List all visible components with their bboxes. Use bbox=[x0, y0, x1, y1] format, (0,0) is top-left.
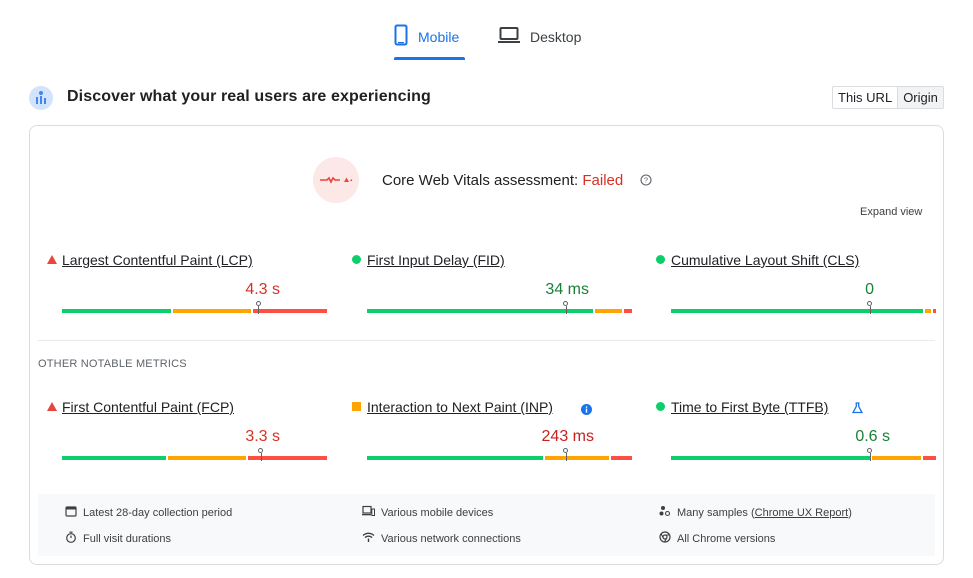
poor-segment bbox=[624, 309, 632, 313]
metric-fcp-value: 3.3 s bbox=[245, 428, 280, 445]
metric-fcp-distribution-bar bbox=[62, 448, 327, 461]
good-segment bbox=[671, 456, 871, 460]
needs-improvement-indicator-icon bbox=[352, 402, 361, 411]
metric-ttfb-link[interactable]: Time to First Byte (TTFB) bbox=[671, 399, 829, 415]
metric-ttfb-value: 0.6 s bbox=[855, 428, 890, 445]
metric-inp-distribution-bar bbox=[367, 448, 632, 461]
footer-versions: All Chrome versions bbox=[659, 531, 775, 546]
footer-samples-prefix: Many samples ( bbox=[677, 506, 755, 519]
footer-durations-text: Full visit durations bbox=[83, 532, 172, 545]
toggle-origin[interactable]: Origin bbox=[897, 87, 943, 108]
footer-period: Latest 28-day collection period bbox=[65, 505, 232, 520]
samples-icon bbox=[659, 505, 671, 520]
good-segment bbox=[367, 309, 593, 313]
poor-segment bbox=[933, 309, 936, 313]
metric-cls-distribution-bar bbox=[671, 301, 936, 314]
collection-info-footer bbox=[38, 494, 935, 556]
metric-fid-distribution-bar bbox=[367, 301, 632, 314]
metric-inp-link[interactable]: Interaction to Next Paint (INP) bbox=[367, 399, 553, 415]
assessment-text: Core Web Vitals assessment: Failed bbox=[382, 172, 623, 189]
laptop-icon bbox=[498, 27, 520, 44]
poor-indicator-icon bbox=[47, 402, 57, 411]
toggle-this-url[interactable]: This URL bbox=[838, 90, 893, 105]
stopwatch-icon bbox=[65, 531, 77, 546]
p75-marker bbox=[258, 306, 260, 314]
footer-period-text: Latest 28-day collection period bbox=[83, 506, 233, 519]
other-metrics-title: OTHER NOTABLE METRICS bbox=[38, 358, 187, 370]
good-segment bbox=[62, 456, 166, 460]
metric-cls-link[interactable]: Cumulative Layout Shift (CLS) bbox=[671, 252, 860, 268]
footer-samples-suffix: ) bbox=[848, 506, 852, 519]
network-icon bbox=[362, 531, 375, 546]
info-icon[interactable] bbox=[581, 402, 592, 420]
assessment-icon bbox=[313, 157, 359, 203]
good-segment bbox=[367, 456, 543, 460]
active-tab-indicator bbox=[394, 57, 465, 60]
p75-marker bbox=[260, 453, 262, 461]
p75-marker-head bbox=[258, 448, 264, 453]
p75-marker bbox=[565, 306, 567, 314]
metric-fid-link[interactable]: First Input Delay (FID) bbox=[367, 252, 505, 268]
p75-marker-head bbox=[867, 301, 873, 306]
field-data-card bbox=[29, 125, 944, 565]
footer-versions-text: All Chrome versions bbox=[677, 532, 776, 545]
footer-network: Various network connections bbox=[362, 531, 521, 546]
poor-indicator-icon bbox=[47, 255, 57, 264]
p75-marker bbox=[869, 453, 871, 461]
needs-improvement-segment bbox=[544, 456, 609, 460]
metric-fcp-link[interactable]: First Contentful Paint (FCP) bbox=[62, 399, 234, 415]
good-segment bbox=[62, 309, 172, 313]
good-indicator-icon bbox=[656, 255, 665, 264]
help-icon[interactable]: ? bbox=[640, 173, 652, 191]
svg-text:?: ? bbox=[644, 176, 648, 185]
good-indicator-icon bbox=[656, 402, 665, 411]
p75-marker bbox=[869, 306, 871, 314]
tab-desktop-label: Desktop bbox=[530, 29, 582, 45]
crux-users-icon bbox=[29, 86, 53, 110]
footer-devices-text: Various mobile devices bbox=[381, 506, 494, 519]
url-origin-toggle: This URL Origin bbox=[832, 86, 944, 109]
chrome-ux-report-link[interactable]: Chrome UX Report bbox=[754, 506, 849, 519]
metric-cls-value: 0 bbox=[865, 281, 874, 298]
metric-inp-value: 243 ms bbox=[541, 428, 594, 445]
needs-improvement-segment bbox=[168, 456, 246, 460]
p75-marker-head bbox=[867, 448, 873, 453]
poor-segment bbox=[247, 456, 327, 460]
chrome-icon bbox=[659, 531, 671, 546]
footer-devices: Various mobile devices bbox=[362, 505, 493, 520]
good-segment bbox=[671, 309, 924, 313]
experimental-flask-icon[interactable] bbox=[851, 401, 864, 419]
tab-mobile-label: Mobile bbox=[418, 29, 460, 45]
calendar-icon bbox=[65, 505, 77, 520]
metric-lcp-value: 4.3 s bbox=[245, 281, 280, 298]
expand-view-button[interactable]: Expand view bbox=[860, 206, 923, 218]
metric-lcp-distribution-bar bbox=[62, 301, 327, 314]
assessment-label: Core Web Vitals assessment: bbox=[382, 172, 579, 189]
good-indicator-icon bbox=[352, 255, 361, 264]
section-divider bbox=[38, 340, 935, 341]
needs-improvement-segment bbox=[594, 309, 623, 313]
metric-fid-value: 34 ms bbox=[545, 281, 589, 298]
needs-improvement-segment bbox=[173, 309, 251, 313]
assessment-status: Failed bbox=[582, 172, 624, 189]
poor-segment bbox=[922, 456, 936, 460]
metric-ttfb-distribution-bar bbox=[671, 448, 936, 461]
p75-marker bbox=[565, 453, 567, 461]
needs-improvement-segment bbox=[872, 456, 921, 460]
needs-improvement-segment bbox=[925, 309, 932, 313]
devices-icon bbox=[362, 505, 376, 520]
metric-lcp-link[interactable]: Largest Contentful Paint (LCP) bbox=[62, 252, 253, 268]
field-data-title: Discover what your real users are experi… bbox=[67, 88, 431, 105]
tab-desktop[interactable]: Desktop bbox=[498, 24, 581, 60]
p75-marker-head bbox=[563, 448, 569, 453]
poor-segment bbox=[610, 456, 632, 460]
footer-samples: Many samples (Chrome UX Report) bbox=[659, 505, 852, 520]
phone-icon bbox=[394, 24, 408, 46]
p75-marker-head bbox=[255, 301, 261, 306]
p75-marker-head bbox=[563, 301, 569, 306]
footer-network-text: Various network connections bbox=[381, 532, 521, 545]
poor-segment bbox=[252, 309, 327, 313]
footer-durations: Full visit durations bbox=[65, 531, 171, 546]
tab-mobile[interactable]: Mobile bbox=[394, 24, 459, 60]
